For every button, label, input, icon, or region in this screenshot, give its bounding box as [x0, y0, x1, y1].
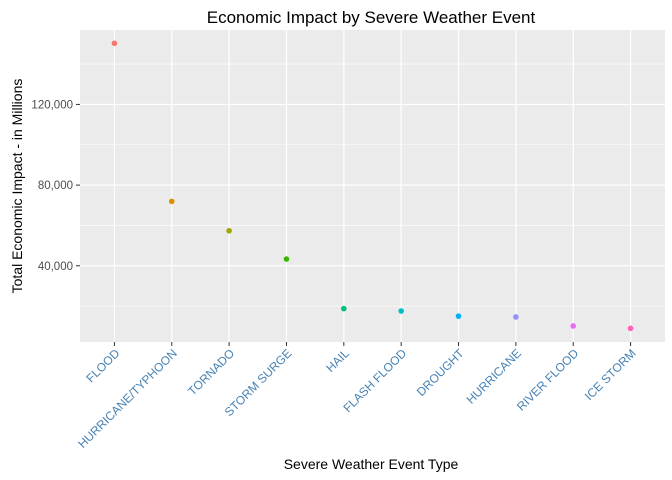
data-point-drought: [455, 313, 462, 319]
x-tick-label: FLOOD: [83, 346, 122, 385]
x-tick-label: RIVER FLOOD: [514, 346, 582, 414]
x-tick-label: TORNADO: [185, 346, 237, 398]
x-tick-label: DROUGHT: [414, 346, 467, 399]
major-gridlines: [80, 30, 665, 342]
data-point-ice-storm: [627, 325, 634, 332]
y-tick-label: 40,000: [38, 261, 73, 273]
y-axis: 40,000 80,000 120,000: [31, 99, 80, 273]
data-point-hurricane: [513, 314, 519, 320]
data-point-flood: [111, 40, 118, 47]
plot-panel: [80, 30, 665, 342]
x-tick-label: HURRICANE/TYPHOON: [75, 346, 180, 451]
minor-gridlines: [80, 63, 665, 307]
data-point-hail: [341, 305, 347, 312]
data-point-river-flood: [570, 323, 577, 329]
data-point-storm-surge: [283, 256, 290, 262]
data-point-tornado: [226, 227, 232, 234]
x-tick-label: HURRICANE: [464, 346, 524, 406]
y-tick-label: 80,000: [38, 180, 73, 192]
x-axis-title: Severe Weather Event Type: [284, 456, 459, 472]
chart-title: Economic Impact by Severe Weather Event: [207, 8, 536, 27]
data-point-hurricane-typhoon: [168, 198, 175, 205]
y-tick-label: 120,000: [31, 99, 73, 111]
x-tick-label: ICE STORM: [582, 346, 639, 403]
data-points: [111, 40, 634, 332]
x-tick-label: HAIL: [323, 346, 352, 375]
data-point-flash-flood: [398, 308, 404, 314]
y-axis-title: Total Economic Impact - in Millions: [9, 79, 25, 294]
